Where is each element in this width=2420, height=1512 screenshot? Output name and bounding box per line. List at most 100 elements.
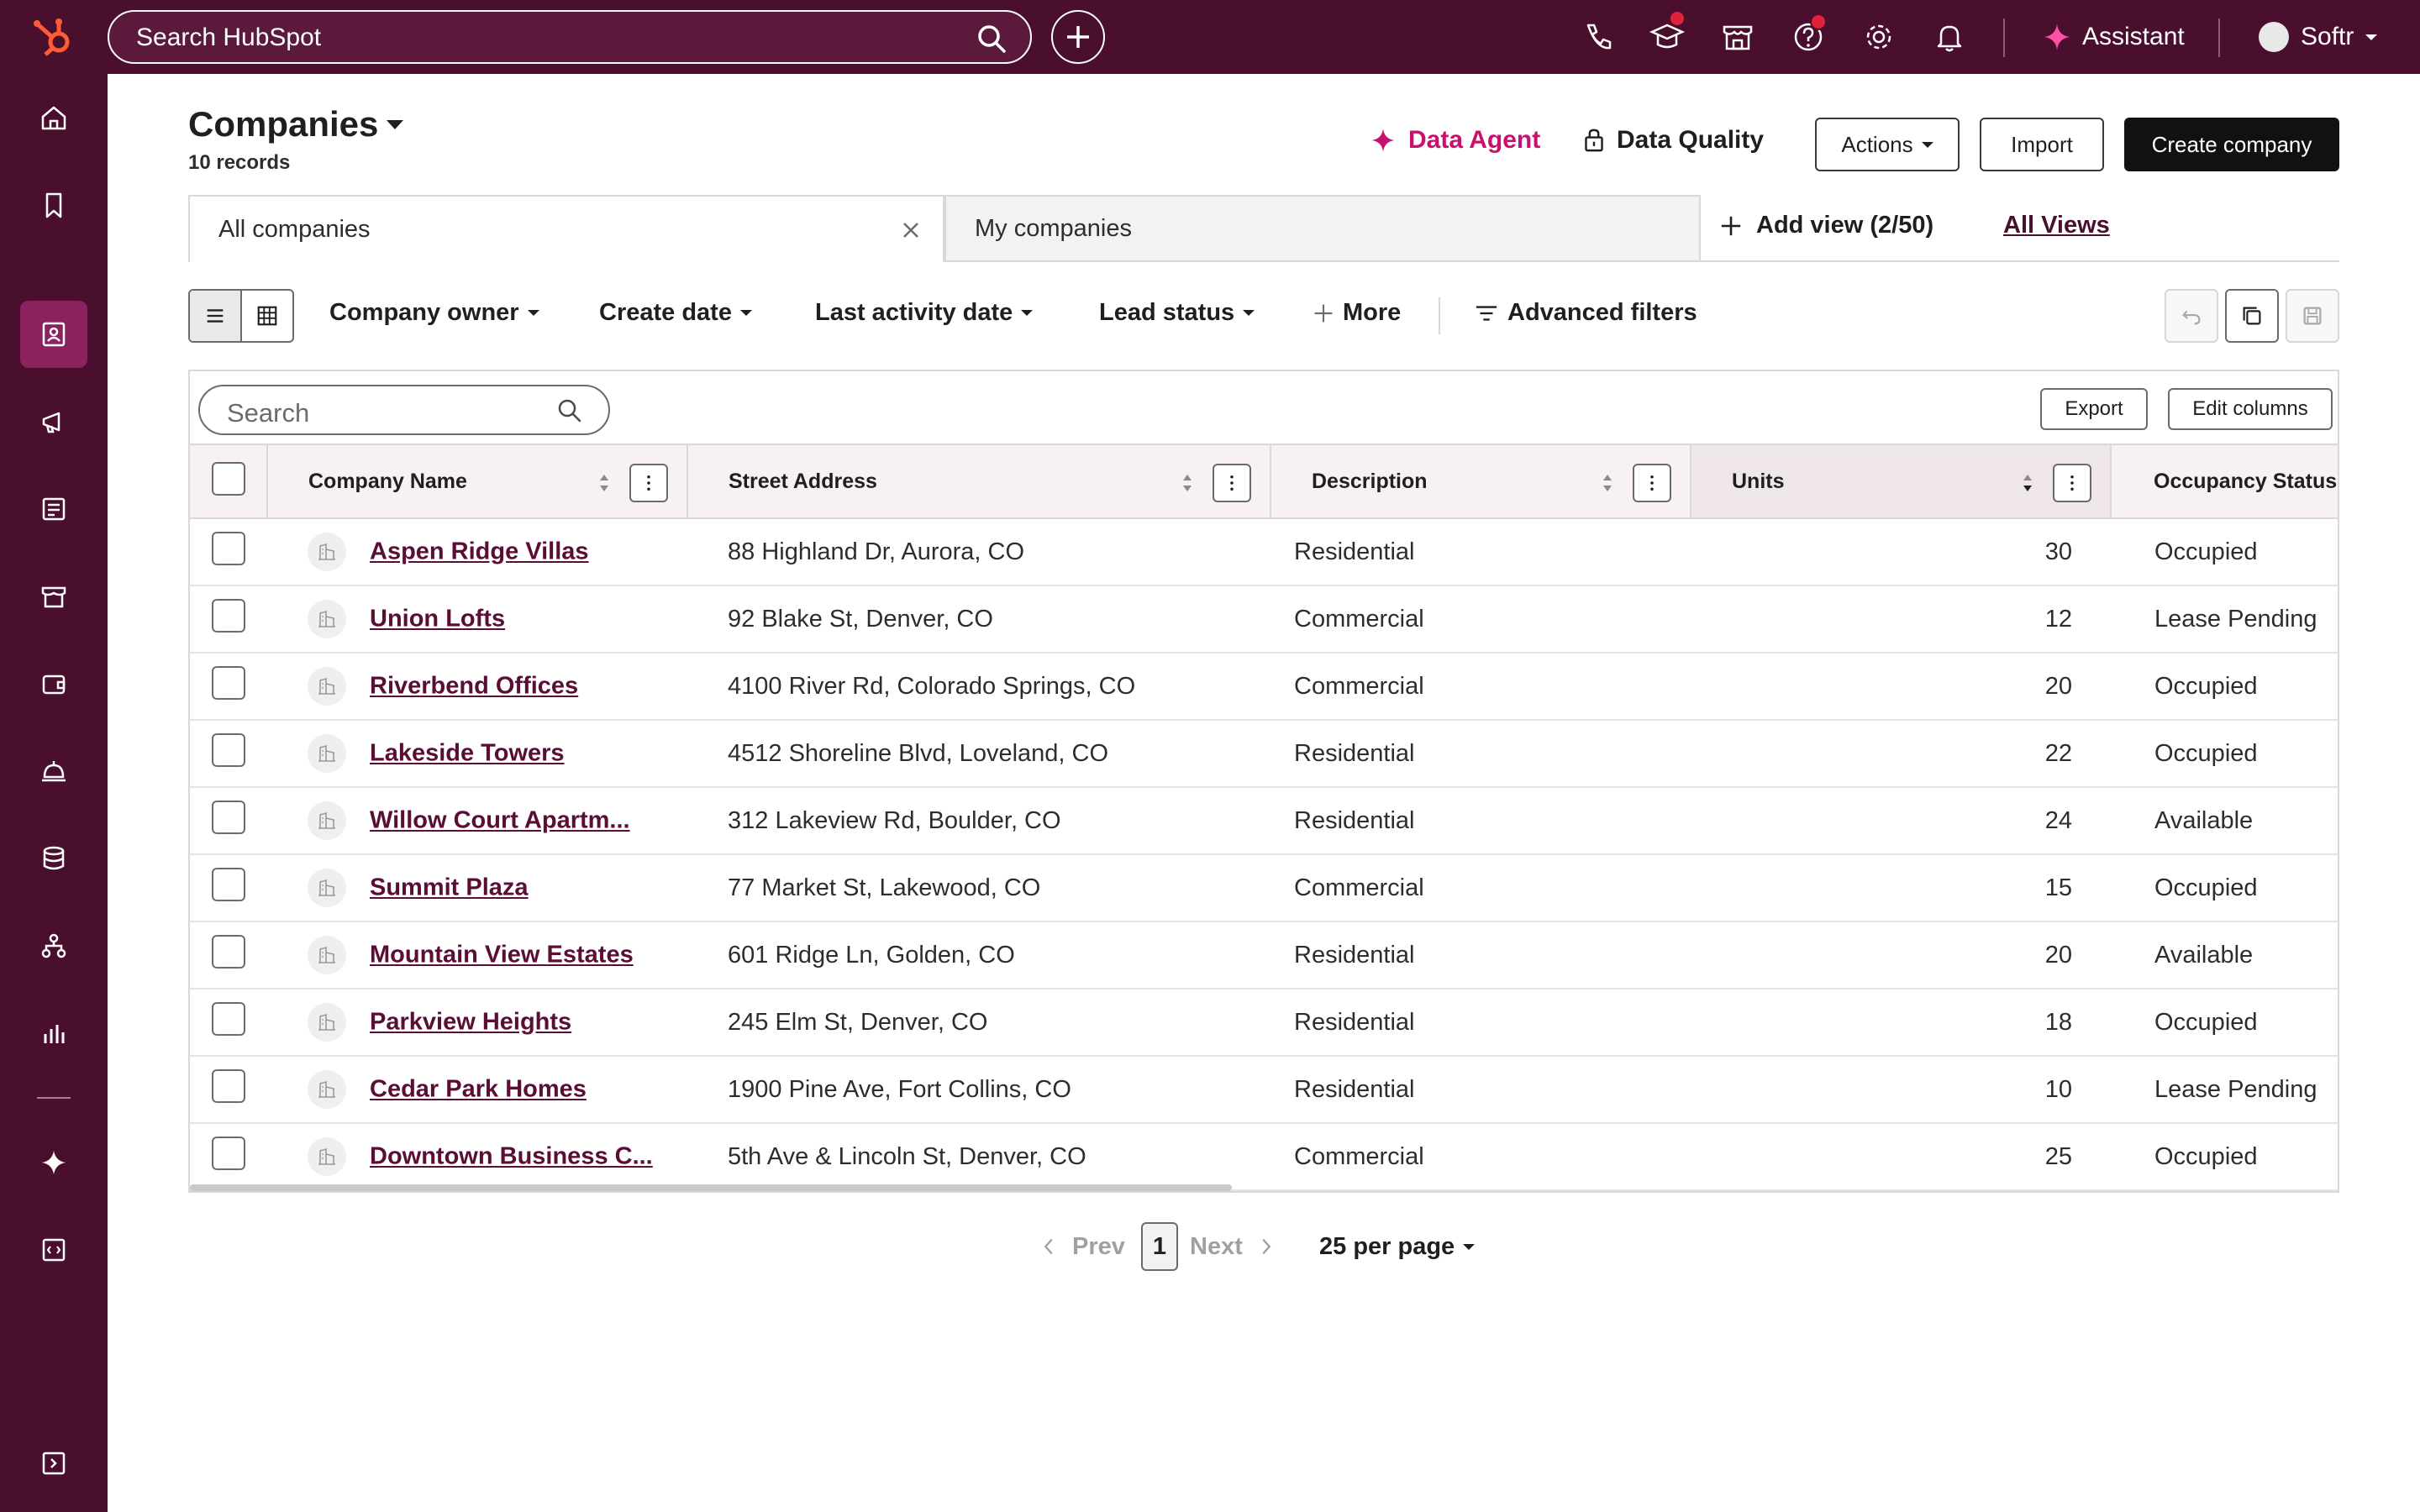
data-quality-button[interactable]: Data Quality	[1583, 126, 1764, 155]
company-name-link[interactable]: Mountain View Estates	[370, 941, 634, 969]
table-search-input[interactable]: Search	[198, 385, 610, 435]
notifications-bell-icon[interactable]	[1931, 18, 1968, 55]
company-owner-filter[interactable]: Company owner	[329, 299, 539, 327]
row-checkbox[interactable]	[212, 868, 245, 901]
row-checkbox[interactable]	[212, 1002, 245, 1036]
table-row[interactable]: Cedar Park Homes 1900 Pine Ave, Fort Coll…	[190, 1056, 2338, 1124]
page-title[interactable]: Companies	[188, 104, 404, 144]
assistant-button[interactable]: Assistant	[2042, 17, 2185, 57]
undo-icon[interactable]	[2165, 289, 2218, 343]
company-name-link[interactable]: Riverbend Offices	[370, 672, 579, 700]
company-name-link[interactable]: Willow Court Apartm...	[370, 806, 630, 834]
close-icon[interactable]	[899, 218, 923, 242]
academy-icon[interactable]	[1649, 18, 1686, 55]
settings-gear-icon[interactable]	[1860, 18, 1897, 55]
bookmark-icon[interactable]	[20, 171, 87, 239]
row-checkbox[interactable]	[212, 666, 245, 700]
marketplace-icon[interactable]	[1719, 18, 1756, 55]
column-header-street-address[interactable]: Street Address	[687, 444, 1271, 519]
phone-icon[interactable]	[1580, 18, 1617, 55]
create-date-filter[interactable]: Create date	[599, 299, 752, 327]
horizontal-scrollbar[interactable]	[190, 1184, 1232, 1191]
row-checkbox[interactable]	[212, 1137, 245, 1170]
contacts-icon[interactable]	[20, 301, 87, 368]
data-agent-button[interactable]: Data Agent	[1370, 126, 1540, 155]
column-header-company-name[interactable]: Company Name	[267, 444, 688, 519]
table-row[interactable]: Aspen Ridge Villas 88 Highland Dr, Aurora…	[190, 518, 2338, 586]
advanced-filters-button[interactable]: Advanced filters	[1474, 299, 1697, 327]
content-icon[interactable]	[20, 475, 87, 543]
column-header-occupancy-status[interactable]: Occupancy Status	[2111, 444, 2338, 519]
company-name-link[interactable]: Cedar Park Homes	[370, 1075, 587, 1103]
row-checkbox[interactable]	[212, 1069, 245, 1103]
row-checkbox[interactable]	[212, 935, 245, 969]
quick-create-button[interactable]	[1051, 10, 1105, 64]
column-menu-icon[interactable]	[1213, 464, 1251, 502]
add-view-button[interactable]: Add view (2/50)	[1719, 212, 1933, 239]
breeze-icon[interactable]	[20, 1129, 87, 1196]
last-activity-date-filter[interactable]: Last activity date	[815, 299, 1034, 327]
commerce-icon[interactable]	[20, 563, 87, 630]
company-name-link[interactable]: Aspen Ridge Villas	[370, 538, 589, 565]
account-menu[interactable]: Softr	[2259, 17, 2378, 57]
table-row[interactable]: Union Lofts 92 Blake St, Denver, CO Commer…	[190, 585, 2338, 654]
company-name-link[interactable]: Union Lofts	[370, 605, 506, 633]
export-button[interactable]: Export	[2040, 388, 2148, 430]
table-row[interactable]: Summit Plaza 77 Market St, Lakewood, CO Co…	[190, 854, 2338, 922]
home-icon[interactable]	[20, 84, 87, 151]
row-checkbox[interactable]	[212, 801, 245, 834]
column-header-units[interactable]: Units	[1691, 444, 2112, 519]
search-icon[interactable]	[975, 22, 1008, 55]
marketing-icon[interactable]	[20, 388, 87, 455]
table-row[interactable]: Parkview Heights 245 Elm St, Denver, CO Re…	[190, 989, 2338, 1057]
import-button[interactable]: Import	[1980, 118, 2104, 171]
column-menu-icon[interactable]	[629, 464, 668, 502]
lead-status-filter[interactable]: Lead status	[1099, 299, 1255, 327]
table-row[interactable]: Lakeside Towers 4512 Shoreline Blvd, Love…	[190, 720, 2338, 788]
per-page-select[interactable]: 25 per page	[1319, 1221, 1476, 1272]
prev-page-button[interactable]: Prev	[1040, 1221, 1125, 1272]
duplicate-view-icon[interactable]	[2225, 289, 2279, 343]
tab-my-companies[interactable]: My companies	[944, 195, 1701, 262]
sort-icon[interactable]	[1601, 470, 1614, 496]
all-views-link[interactable]: All Views	[2003, 212, 2110, 239]
create-company-button[interactable]: Create company	[2124, 118, 2339, 171]
list-view-icon[interactable]	[190, 291, 242, 341]
developer-icon[interactable]	[20, 1216, 87, 1284]
actions-button[interactable]: Actions	[1815, 118, 1960, 171]
tab-all-companies[interactable]: All companies	[188, 195, 944, 262]
edit-columns-button[interactable]: Edit columns	[2168, 388, 2333, 430]
next-page-button[interactable]: Next	[1190, 1221, 1275, 1272]
company-name-link[interactable]: Downtown Business C...	[370, 1142, 653, 1170]
row-checkbox[interactable]	[212, 599, 245, 633]
select-all-checkbox[interactable]	[211, 461, 245, 496]
help-icon[interactable]	[1790, 18, 1827, 55]
global-search-input[interactable]: Search HubSpot	[108, 10, 1032, 64]
table-row[interactable]: Willow Court Apartm... 312 Lakeview Rd, B…	[190, 787, 2338, 855]
table-row[interactable]: Mountain View Estates 601 Ridge Ln, Golde…	[190, 921, 2338, 990]
row-checkbox[interactable]	[212, 532, 245, 565]
sort-icon[interactable]	[597, 470, 611, 496]
more-filters-button[interactable]: More	[1313, 299, 1401, 327]
column-menu-icon[interactable]	[2053, 464, 2091, 502]
company-name-link[interactable]: Lakeside Towers	[370, 739, 565, 767]
board-view-icon[interactable]	[242, 291, 292, 341]
column-header-description[interactable]: Description	[1270, 444, 1691, 519]
hubspot-logo-icon[interactable]	[30, 15, 77, 59]
page-number[interactable]: 1	[1141, 1221, 1178, 1272]
sales-icon[interactable]	[20, 650, 87, 717]
row-checkbox[interactable]	[212, 733, 245, 767]
sort-icon[interactable]	[1181, 470, 1194, 496]
column-menu-icon[interactable]	[1633, 464, 1671, 502]
company-name-link[interactable]: Summit Plaza	[370, 874, 529, 901]
table-row[interactable]: Downtown Business C... 5th Ave & Lincoln …	[190, 1123, 2338, 1191]
reporting-icon[interactable]	[20, 1000, 87, 1067]
table-row[interactable]: Riverbend Offices 4100 River Rd, Colorado…	[190, 653, 2338, 721]
save-view-icon[interactable]	[2286, 289, 2339, 343]
sort-desc-icon[interactable]	[2021, 470, 2034, 496]
data-icon[interactable]	[20, 825, 87, 892]
automation-icon[interactable]	[20, 912, 87, 979]
expand-sidebar-icon[interactable]	[20, 1430, 87, 1497]
service-icon[interactable]	[20, 738, 87, 805]
company-name-link[interactable]: Parkview Heights	[370, 1008, 572, 1036]
